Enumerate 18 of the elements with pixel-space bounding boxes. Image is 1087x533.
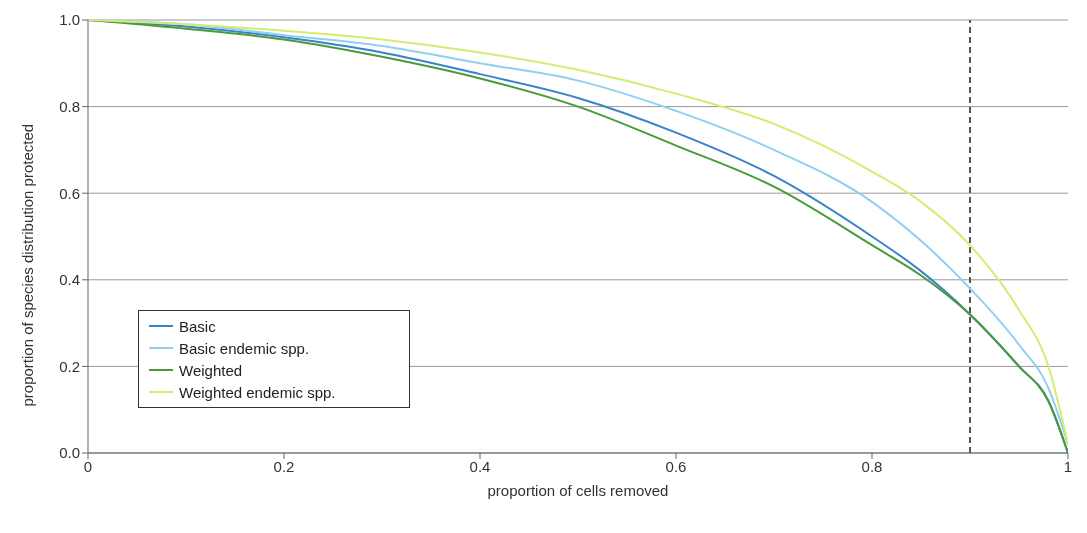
legend-label: Weighted endemic spp. — [179, 383, 336, 401]
y-tick-label: 0.2 — [59, 357, 80, 375]
y-tick-label: 1.0 — [59, 11, 80, 29]
legend-label: Basic — [179, 317, 216, 335]
x-axis-title: proportion of cells removed — [487, 482, 669, 499]
y-tick-label: 0.6 — [59, 184, 80, 202]
x-tick-label: 0.4 — [469, 457, 491, 475]
x-tick-label: 0.2 — [273, 457, 295, 475]
x-tick-label: 0 — [83, 457, 93, 475]
y-tick-label: 0.0 — [59, 444, 80, 462]
y-tick-label: 0.8 — [59, 97, 80, 115]
x-tick-label: 1 — [1063, 457, 1073, 475]
y-tick-label: 0.4 — [59, 271, 80, 289]
y-axis-title: proportion of species distribution protected — [19, 123, 37, 407]
x-tick-label: 0.6 — [665, 457, 687, 475]
legend-label: Weighted — [179, 361, 243, 379]
legend-label: Basic endemic spp. — [179, 339, 310, 357]
x-tick-label: 0.8 — [861, 457, 883, 475]
